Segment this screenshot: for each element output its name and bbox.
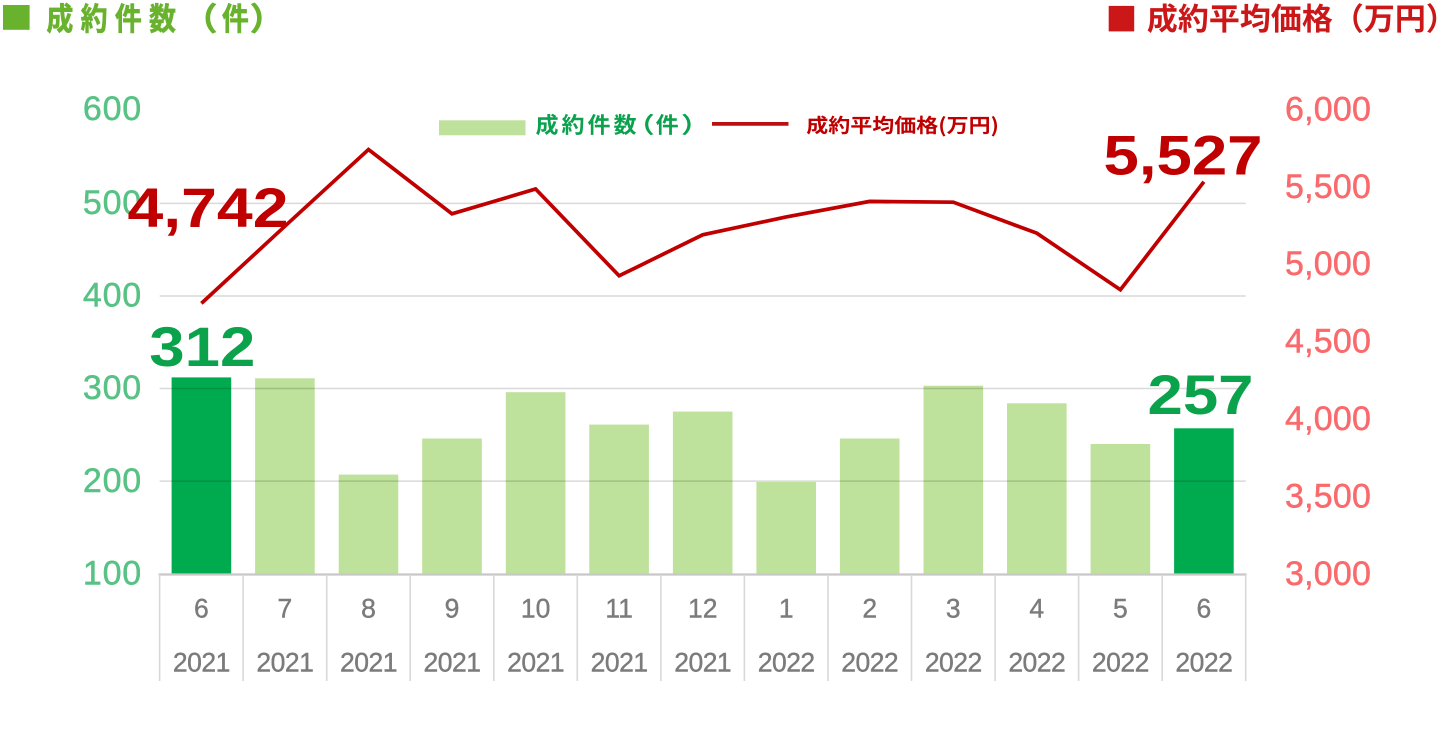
svg-text:257: 257 xyxy=(1148,363,1254,426)
svg-text:600: 600 xyxy=(83,90,142,128)
svg-text:2021: 2021 xyxy=(674,648,731,678)
svg-text:2022: 2022 xyxy=(1175,648,1232,678)
svg-text:10: 10 xyxy=(521,594,550,624)
svg-text:312: 312 xyxy=(149,315,255,378)
svg-text:3: 3 xyxy=(946,594,961,624)
svg-text:9: 9 xyxy=(445,594,460,624)
svg-text:7: 7 xyxy=(278,594,293,624)
svg-text:2021: 2021 xyxy=(173,648,230,678)
svg-text:2021: 2021 xyxy=(591,648,648,678)
svg-text:2021: 2021 xyxy=(256,648,313,678)
svg-text:2022: 2022 xyxy=(925,648,982,678)
svg-text:12: 12 xyxy=(688,594,717,624)
svg-text:2021: 2021 xyxy=(424,648,481,678)
svg-text:2022: 2022 xyxy=(758,648,815,678)
svg-text:3,500: 3,500 xyxy=(1285,478,1371,516)
svg-text:300: 300 xyxy=(83,369,142,407)
svg-text:2022: 2022 xyxy=(1092,648,1149,678)
svg-text:5,527: 5,527 xyxy=(1104,124,1263,187)
svg-text:6,000: 6,000 xyxy=(1285,90,1371,128)
svg-text:3,000: 3,000 xyxy=(1285,555,1371,593)
svg-text:4,000: 4,000 xyxy=(1285,400,1371,438)
svg-text:5,000: 5,000 xyxy=(1285,245,1371,283)
svg-text:2021: 2021 xyxy=(507,648,564,678)
svg-text:400: 400 xyxy=(83,277,142,315)
svg-text:5,500: 5,500 xyxy=(1285,168,1371,206)
svg-text:6: 6 xyxy=(194,594,209,624)
svg-text:200: 200 xyxy=(83,462,142,500)
svg-text:6: 6 xyxy=(1197,594,1212,624)
svg-text:8: 8 xyxy=(361,594,376,624)
svg-text:2021: 2021 xyxy=(340,648,397,678)
svg-text:5: 5 xyxy=(1113,594,1128,624)
svg-text:4: 4 xyxy=(1029,594,1044,624)
svg-text:2: 2 xyxy=(862,594,877,624)
svg-text:11: 11 xyxy=(605,594,633,624)
svg-text:4,500: 4,500 xyxy=(1285,323,1371,361)
svg-text:2022: 2022 xyxy=(841,648,898,678)
svg-text:100: 100 xyxy=(83,554,142,592)
svg-text:2022: 2022 xyxy=(1008,648,1065,678)
svg-text:500: 500 xyxy=(83,184,142,222)
svg-text:1: 1 xyxy=(779,594,794,624)
svg-text:4,742: 4,742 xyxy=(128,176,289,239)
